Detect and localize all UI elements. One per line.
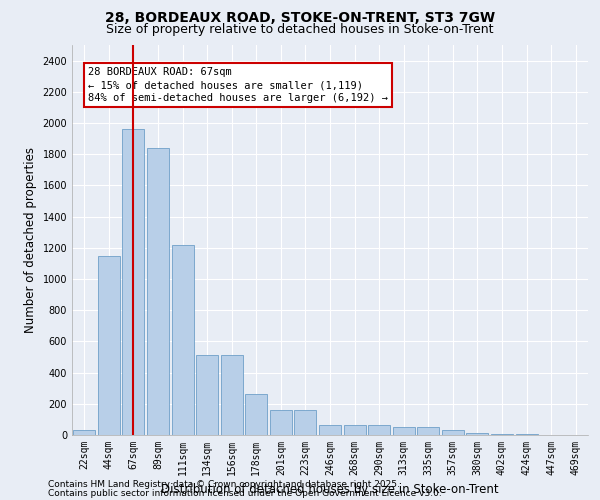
Y-axis label: Number of detached properties: Number of detached properties [24, 147, 37, 333]
Bar [122, 129, 145, 435]
Bar [442, 430, 464, 435]
Bar [515, 434, 538, 435]
Text: 28 BORDEAUX ROAD: 67sqm
← 15% of detached houses are smaller (1,119)
84% of semi: 28 BORDEAUX ROAD: 67sqm ← 15% of detache… [88, 67, 388, 103]
Bar [319, 425, 341, 435]
Bar [196, 356, 218, 435]
Bar [98, 256, 120, 435]
Bar [417, 427, 439, 435]
X-axis label: Distribution of detached houses by size in Stoke-on-Trent: Distribution of detached houses by size … [161, 484, 499, 496]
Bar [73, 430, 95, 435]
Bar [295, 410, 316, 435]
Bar [466, 432, 488, 435]
Bar [392, 427, 415, 435]
Bar [147, 148, 169, 435]
Bar [172, 244, 194, 435]
Text: Contains public sector information licensed under the Open Government Licence v3: Contains public sector information licen… [48, 488, 442, 498]
Bar [245, 394, 268, 435]
Bar [270, 410, 292, 435]
Text: 28, BORDEAUX ROAD, STOKE-ON-TRENT, ST3 7GW: 28, BORDEAUX ROAD, STOKE-ON-TRENT, ST3 7… [105, 11, 495, 25]
Text: Contains HM Land Registry data © Crown copyright and database right 2025.: Contains HM Land Registry data © Crown c… [48, 480, 400, 489]
Text: Size of property relative to detached houses in Stoke-on-Trent: Size of property relative to detached ho… [106, 22, 494, 36]
Bar [491, 434, 513, 435]
Bar [368, 425, 390, 435]
Bar [221, 356, 243, 435]
Bar [344, 425, 365, 435]
